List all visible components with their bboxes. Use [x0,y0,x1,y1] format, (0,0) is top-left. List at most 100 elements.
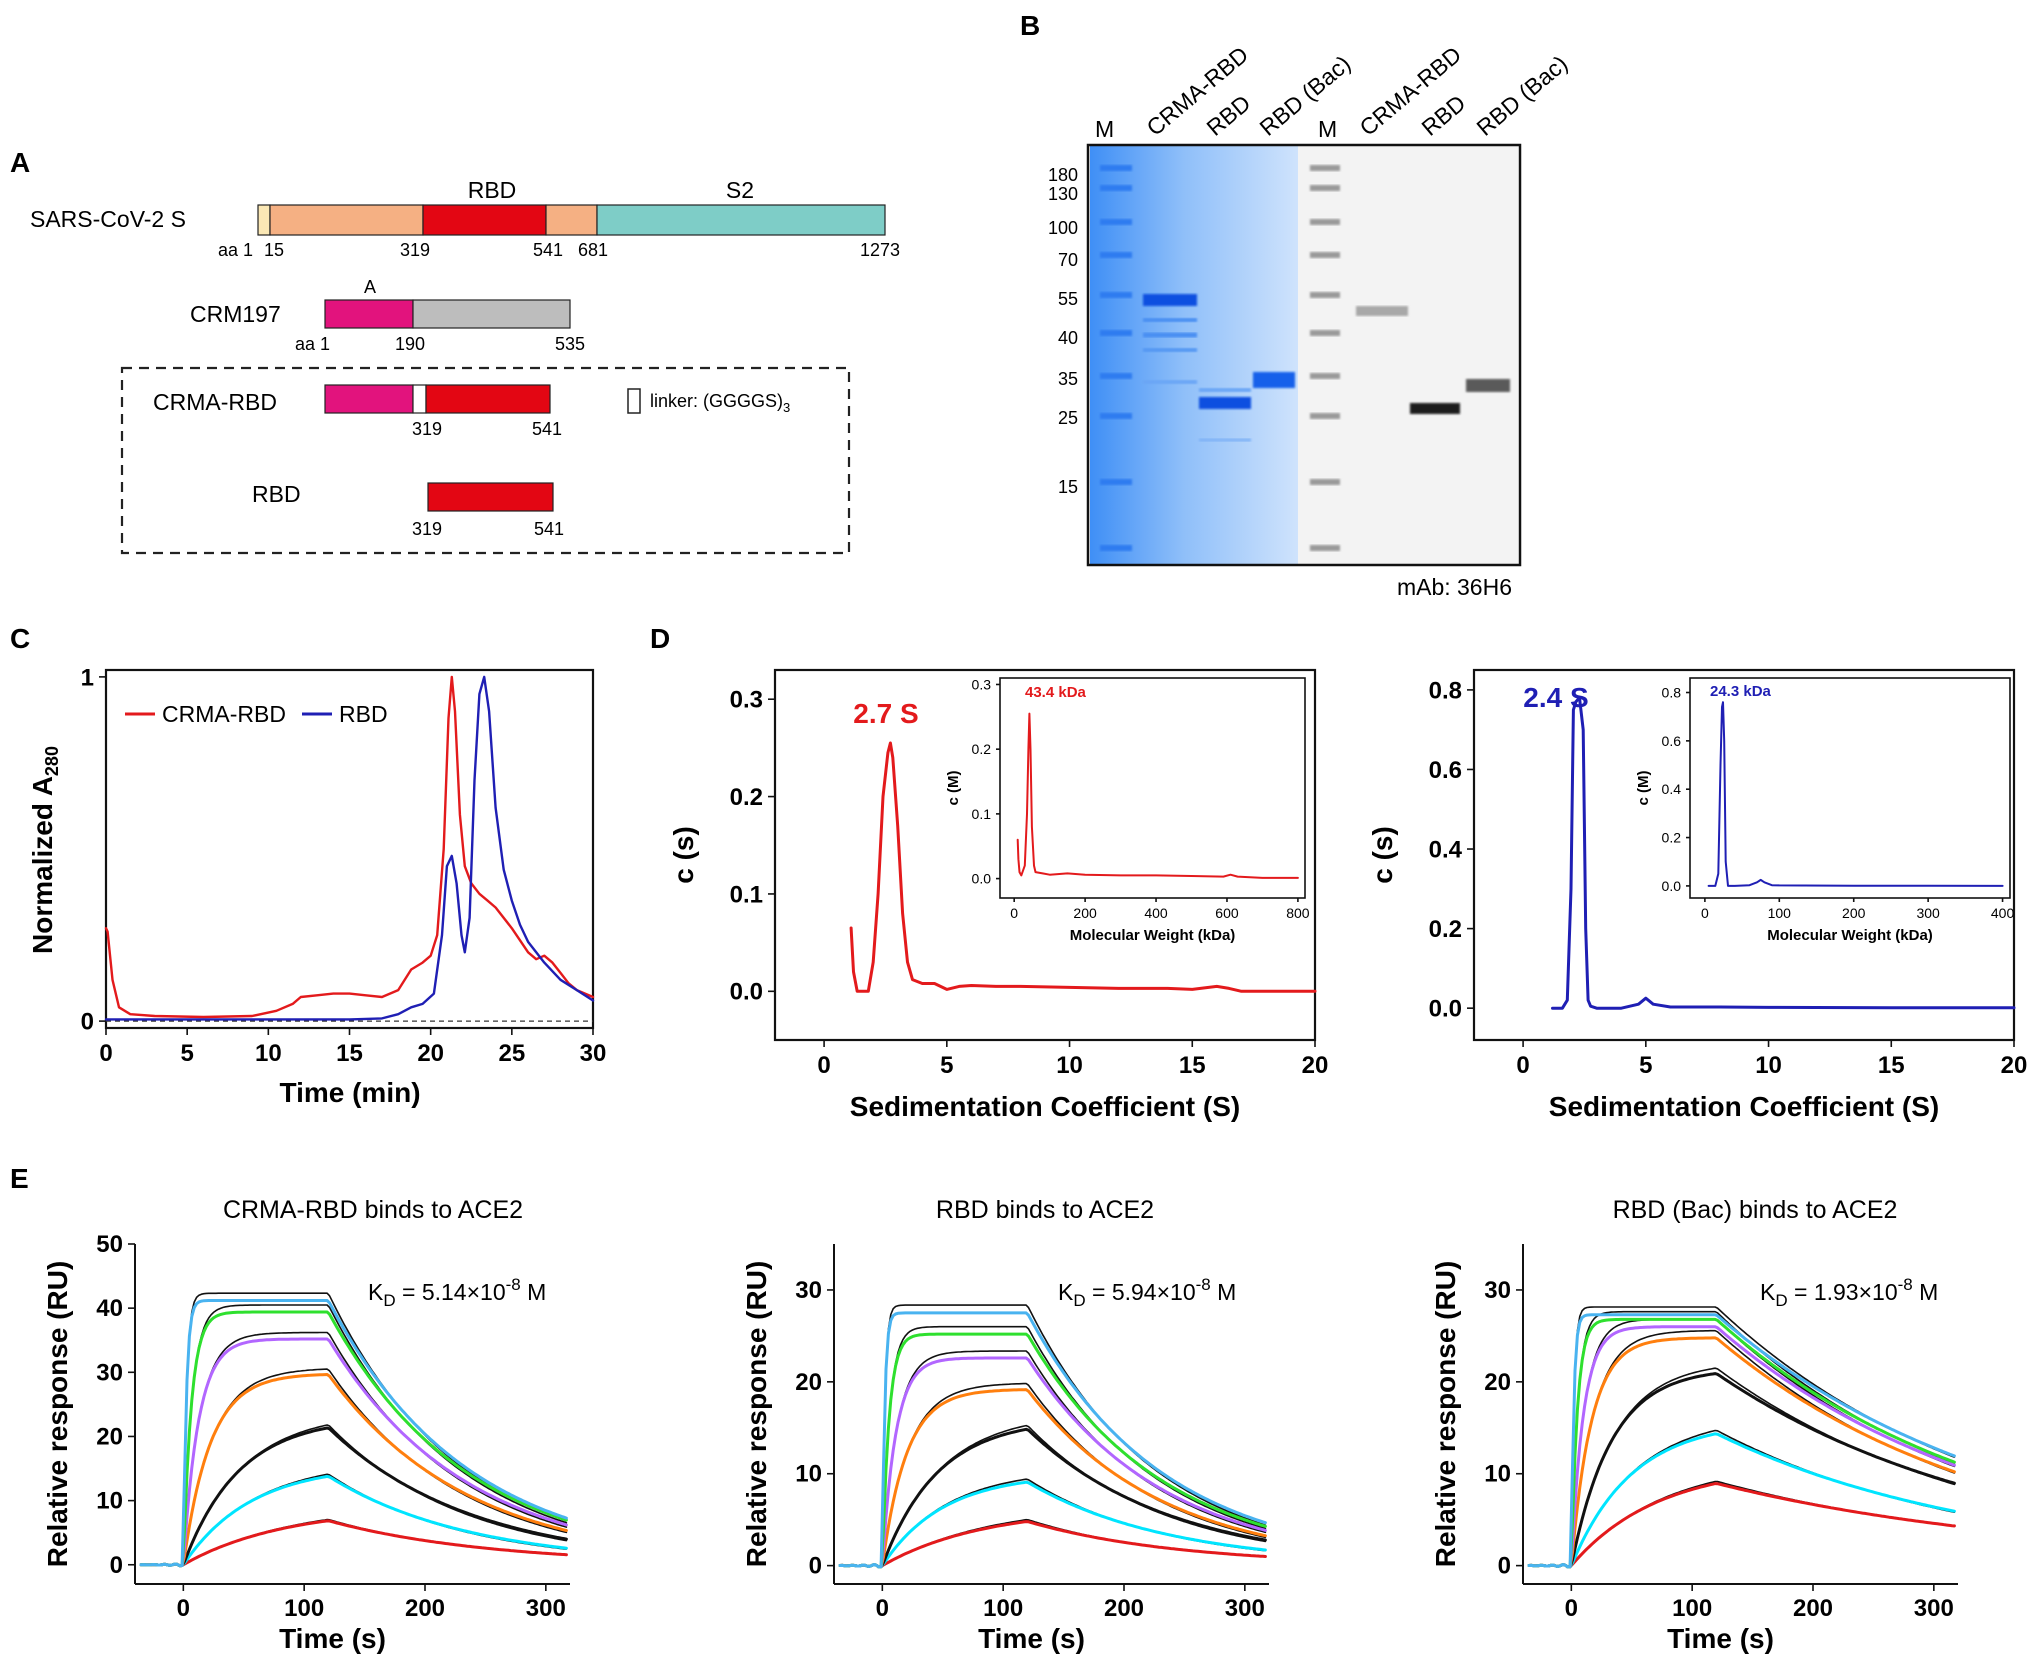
x-tick-label: 200 [405,1595,445,1622]
chart-title: CRMA-RBD binds to ACE2 [223,1196,523,1224]
marker-55: 55 [1058,289,1078,309]
x-axis-label: Time (min) [279,1077,420,1108]
coomassie-band-rbd-bac [1253,372,1295,388]
spike-pos-319: 319 [400,240,430,260]
sensorgram-4 [838,1356,1267,1569]
marker-25: 25 [1058,408,1078,428]
panel-label-d: D [650,623,670,654]
inset-annotation: 24.3 kDa [1710,683,1772,700]
x-tick-label: 100 [284,1595,324,1622]
marker-band-coomassie [1100,219,1132,225]
fit-curve-6 [839,1304,1267,1568]
coomassie-band-crma-rbd [1143,294,1197,306]
gel-frame [1086,143,1522,567]
x-tick-label: 15 [1878,1052,1905,1079]
plot-frame [999,677,1306,899]
y-tick-label: 0.2 [1429,916,1462,943]
crma-rbd-rbd-segment [425,384,551,414]
chart-d-left-auc: 0 5 10 15 20 0.0 0.1 0.2 0.3 2.7 S Sedimentation C… [668,668,1329,1122]
sensorgram-5 [1527,1317,1956,1569]
panel-a-domain-diagram: SARS-CoV-2 S RBD S2 aa 1 15 319 541 681 … [30,177,900,555]
inset-y-axis-label: c (M) [1635,771,1652,806]
marker-band-coomassie [1100,413,1132,419]
x-tick-label: 100 [983,1595,1023,1622]
marker-band-western [1310,165,1340,171]
y-tick-label: 0 [1498,1553,1511,1580]
spike-nterm-segment [257,204,271,236]
plot-frame [1689,677,2011,899]
marker-band-western [1310,545,1340,551]
marker-band-western [1310,219,1340,225]
spike-pos-15: 15 [264,240,284,260]
marker-band-coomassie [1100,479,1132,485]
y-tick-label: 20 [795,1369,822,1396]
x-tick-label: 300 [526,1595,566,1622]
y-tick-label: 0.3 [730,687,763,714]
crm197-a-segment [324,299,414,329]
y-tick-label: 0.0 [1662,878,1682,894]
marker-band-coomassie [1100,185,1132,191]
inset-y-axis-label: c (M) [945,771,962,806]
x-tick-label: 200 [1842,905,1866,921]
rbd-construct-name: RBD [252,481,301,507]
x-axis-label: Sedimentation Coefficient (S) [850,1091,1240,1122]
sensorgram-3 [838,1388,1267,1569]
sensorgram-4 [139,1337,568,1568]
y-tick-label: 0.1 [730,881,763,908]
coomassie-band-rbd [1199,388,1251,392]
western-blot [1298,145,1518,565]
coomassie-band-crma-rbd [1143,318,1197,322]
x-tick-label: 0 [1010,905,1018,921]
marker-100: 100 [1048,218,1078,238]
x-tick-label: 200 [1073,905,1097,921]
coomassie-band-crma-rbd [1143,348,1197,352]
spike-s2-segment [596,204,886,236]
y-tick-label: 0.3 [972,676,992,692]
crm197-pos-535: 535 [555,334,585,354]
y-tick-label: 0 [81,1009,94,1036]
x-tick-label: 0 [99,1040,112,1067]
marker-180: 180 [1048,165,1078,185]
y-axis-label: c (s) [668,826,699,884]
x-tick-label: 300 [1914,1595,1954,1622]
coomassie-band-rbd [1199,438,1251,442]
sensorgram-5 [838,1332,1267,1569]
inset-x-axis-label: Molecular Weight (kDa) [1070,927,1236,944]
gel-lane-labels: M CRMA-RBD RBD RBD (Bac) M CRMA-RBD RBD … [1095,41,1572,142]
x-tick-label: 0 [1516,1052,1529,1079]
spike-pos-541: 541 [533,240,563,260]
x-tick-label: 20 [1302,1052,1329,1079]
sensorgram-0 [1527,1482,1956,1569]
spike-rbd-segment [422,204,547,236]
lane-label-rbd-bac-1: RBD (Bac) [1255,50,1356,141]
marker-band-western [1310,373,1340,379]
coomassie-band-crma-rbd [1143,380,1197,384]
x-tick-label: 200 [1793,1595,1833,1622]
sensorgram-3 [1527,1336,1956,1569]
sensorgram-0 [838,1520,1267,1569]
y-tick-label: 40 [96,1295,123,1322]
crm197-name: CRM197 [190,301,281,327]
crm197-aa-start: aa 1 [295,334,330,354]
marker-band-western [1310,252,1340,258]
marker-band-western [1310,330,1340,336]
linker-legend-label: linker: (GGGGS)3 [650,391,790,415]
x-axis-label: Time (s) [279,1623,386,1654]
spike-s2-label: S2 [726,177,754,203]
y-tick-label: 20 [96,1423,123,1450]
antibody-label: mAb: 36H6 [1397,574,1512,600]
chart-e3-spr: 0 100 200 300 0 10 20 30 RBD (Bac) binds to ACE2… [1430,1196,1958,1654]
x-tick-label: 300 [1225,1595,1265,1622]
marker-130: 130 [1048,184,1078,204]
y-tick-label: 0.8 [1662,684,1682,700]
sensorgram-6 [139,1299,568,1568]
legend-label-crma-rbd: CRMA-RBD [162,701,286,727]
kd-annotation: KD = 1.93×10-8 M [1760,1275,1938,1310]
y-axis-label: Relative response (RU) [1430,1261,1461,1568]
spike-s1-ntd-segment [269,204,424,236]
marker-band-coomassie [1100,373,1132,379]
x-tick-label: 20 [2001,1052,2028,1079]
y-tick-label: 0.8 [1429,677,1462,704]
y-axis-label: Relative response (RU) [42,1261,73,1568]
crma-rbd-linker-segment [412,384,427,414]
